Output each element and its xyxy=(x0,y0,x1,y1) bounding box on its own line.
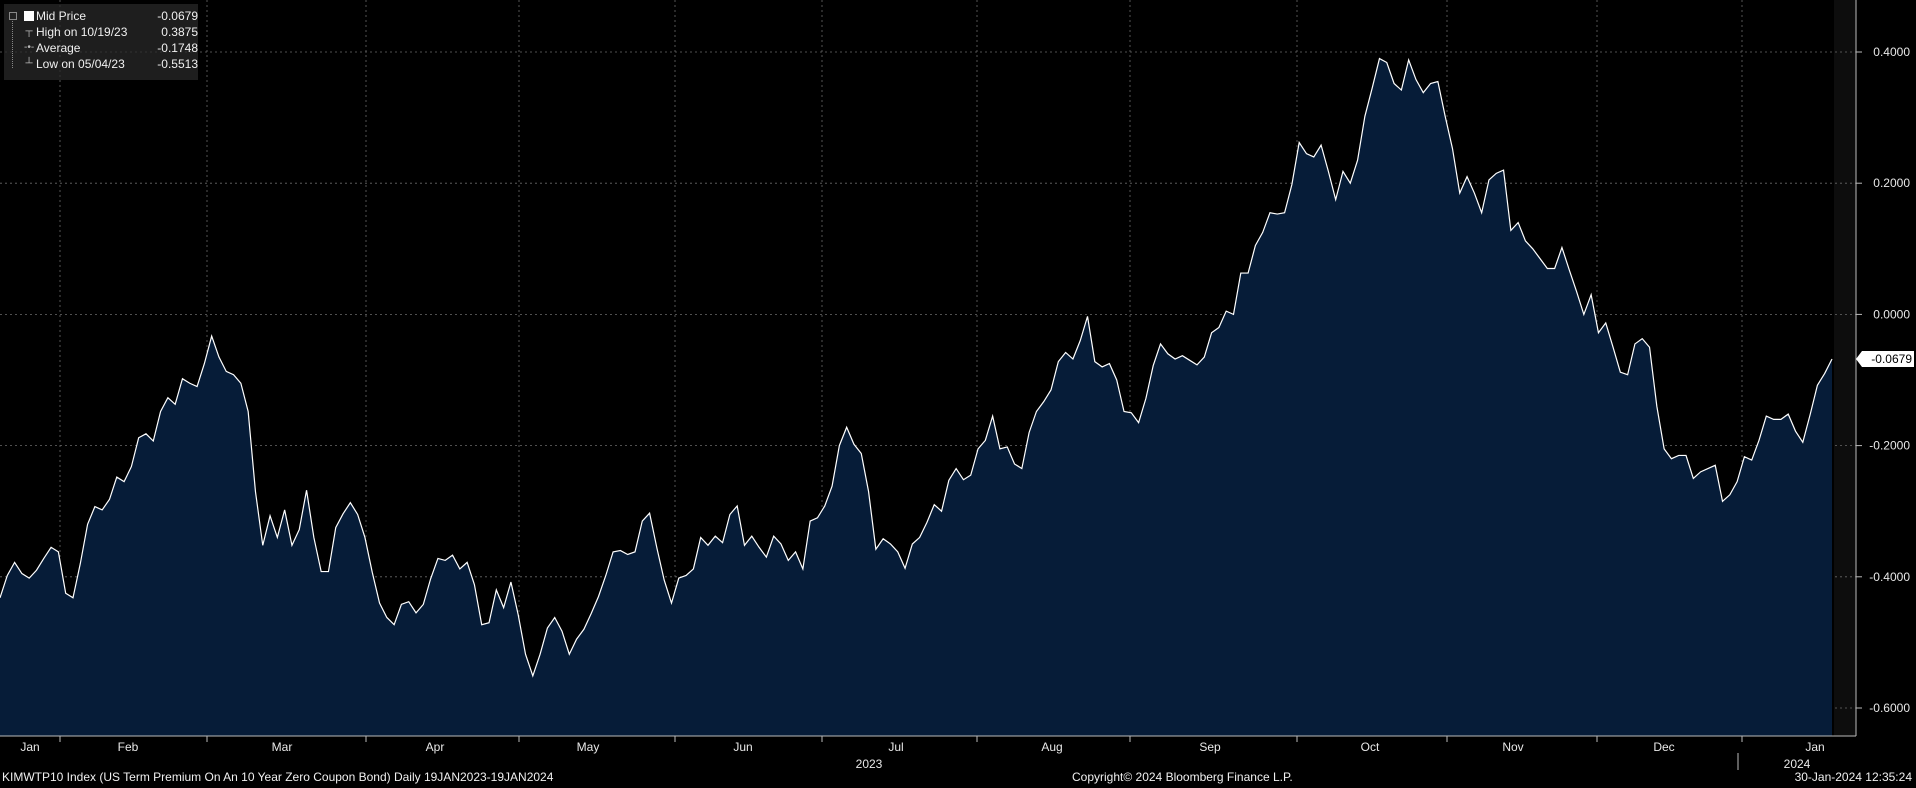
x-tick-label: Sep xyxy=(1199,740,1221,754)
low-marker-icon: ┴ xyxy=(25,58,33,69)
legend-value: 0.3875 xyxy=(161,25,198,39)
footer-ticker-description: KIMWTP10 Index (US Term Premium On An 10… xyxy=(2,770,554,784)
x-tick-label: Jan xyxy=(1805,740,1824,754)
legend-swatch-mid-price xyxy=(24,11,34,21)
x-axis: Jan Feb Mar Apr May Jun Jul Aug Sep Oct Nov Dec Jan 2… xyxy=(20,736,1825,771)
x-tick-label: Mar xyxy=(272,740,293,754)
x-tick-label: Apr xyxy=(426,740,445,754)
last-price-band xyxy=(1834,0,1856,736)
last-value-label: -0.0679 xyxy=(1871,352,1912,366)
y-tick-label: 0.2000 xyxy=(1873,176,1910,190)
legend-value: -0.1748 xyxy=(157,41,198,55)
legend-label: Low on 05/04/23 xyxy=(36,57,125,71)
legend-item-mid-price: Mid Price -0.0679 xyxy=(4,8,198,24)
last-value-marker: -0.0679 xyxy=(1856,351,1914,368)
y-tick-label: 0.4000 xyxy=(1873,45,1910,59)
x-tick-label: Jul xyxy=(888,740,903,754)
price-line xyxy=(0,57,1833,678)
x-year-label: 2023 xyxy=(856,757,883,771)
footer-timestamp: 30-Jan-2024 12:35:24 xyxy=(1794,770,1912,784)
x-tick-label: Dec xyxy=(1653,740,1674,754)
legend: Mid Price -0.0679 ┬ High on 10/19/23 0.3… xyxy=(4,4,198,80)
footer-copyright: Copyright© 2024 Bloomberg Finance L.P. xyxy=(1072,770,1293,784)
x-year-label: 2024 xyxy=(1784,757,1811,771)
y-tick-label: -0.2000 xyxy=(1869,439,1910,453)
y-tick-label: 0.0000 xyxy=(1873,307,1910,321)
x-tick-label: Jan xyxy=(20,740,39,754)
x-tick-label: May xyxy=(577,740,600,754)
legend-item-average: -•- Average -0.1748 xyxy=(4,40,198,56)
y-axis: 0.4000 0.2000 0.0000 -0.2000 -0.4000 -0.6000 xyxy=(1856,45,1910,715)
y-tick-label: -0.6000 xyxy=(1869,701,1910,715)
legend-label: Mid Price xyxy=(36,9,87,23)
legend-value: -0.5513 xyxy=(157,57,198,71)
legend-tree-line xyxy=(12,12,14,68)
y-tick-label: -0.4000 xyxy=(1869,570,1910,584)
average-marker-icon: -•- xyxy=(24,42,35,53)
x-tick-label: Feb xyxy=(118,740,139,754)
legend-collapse-box[interactable] xyxy=(9,12,17,20)
legend-label: High on 10/19/23 xyxy=(36,25,128,39)
legend-item-low: ┴ Low on 05/04/23 -0.5513 xyxy=(4,56,198,72)
last-value-box xyxy=(1856,351,1914,368)
x-tick-label: Aug xyxy=(1041,740,1062,754)
high-marker-icon: ┬ xyxy=(25,26,33,37)
legend-value: -0.0679 xyxy=(157,9,198,23)
legend-label: Average xyxy=(36,41,81,55)
x-tick-label: Oct xyxy=(1361,740,1380,754)
legend-item-high: ┬ High on 10/19/23 0.3875 xyxy=(4,24,198,40)
x-tick-label: Jun xyxy=(733,740,752,754)
x-tick-label: Nov xyxy=(1502,740,1523,754)
